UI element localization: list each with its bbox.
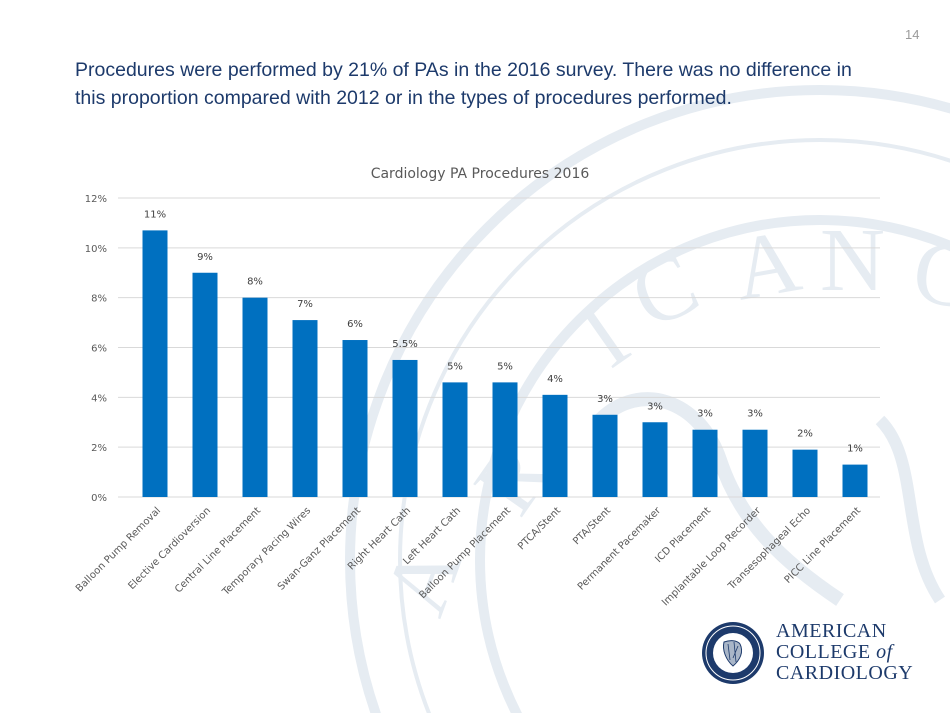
x-category-label: PTCA/Stent [516, 505, 563, 552]
data-labels: 11% 9% 8% 7% 6% 5.5% 5% 5% 4% 3% 3% 3% 3% 2% 1% [144, 209, 863, 454]
acc-logo: AMERICAN COLLEGE of CARDIOLOGY [700, 618, 920, 690]
x-category-label: Balloon Pump Placement [417, 505, 513, 601]
bars [142, 230, 868, 497]
acc-seal-icon [702, 622, 764, 684]
acc-wordmark: AMERICAN COLLEGE of CARDIOLOGY [776, 621, 913, 684]
logo-line2-text: COLLEGE [776, 641, 871, 663]
x-category-label: Balloon Pump Removal [74, 505, 163, 594]
data-label: 2% [797, 429, 813, 440]
bar [742, 429, 768, 497]
x-category-label: Swan-Ganz Placement [276, 505, 363, 592]
bar [592, 414, 618, 497]
data-label: 5.5% [392, 339, 417, 350]
x-category-label: Temporary Pacing Wires [220, 505, 313, 598]
data-label: 5% [447, 361, 463, 372]
bar [542, 394, 568, 497]
y-tick-label: 2% [91, 443, 107, 454]
y-tick-label: 12% [85, 194, 107, 205]
y-tick-label: 0% [91, 493, 107, 504]
logo-line2: COLLEGE of [776, 642, 913, 663]
bar [142, 230, 168, 497]
y-axis: 0% 2% 4% 6% 8% 10% 12% [85, 194, 107, 504]
logo-line2-suffix: of [876, 641, 893, 663]
x-category-label: Elective Cardioversion [126, 505, 213, 592]
bar [342, 340, 368, 497]
slide-number: 14 [905, 27, 920, 42]
data-label: 3% [597, 394, 613, 405]
data-label: 6% [347, 319, 363, 330]
logo-line1: AMERICAN [776, 620, 887, 642]
y-tick-label: 4% [91, 393, 107, 404]
data-label: 5% [497, 361, 513, 372]
bar [292, 320, 318, 497]
data-label: 9% [197, 252, 213, 263]
data-label: 1% [847, 444, 863, 455]
chart-title: Cardiology PA Procedures 2016 [371, 166, 590, 182]
data-label: 8% [247, 277, 263, 288]
bar [792, 449, 818, 497]
bar [192, 272, 218, 497]
x-category-label: Implantable Loop Recorder [660, 505, 764, 609]
bar [242, 297, 268, 497]
bar [442, 382, 468, 497]
bar [692, 429, 718, 497]
y-tick-label: 6% [91, 344, 107, 355]
data-label: 4% [547, 374, 563, 385]
logo-line3: CARDIOLOGY [776, 662, 914, 684]
data-label: 3% [697, 409, 713, 420]
data-label: 7% [297, 299, 313, 310]
bar [492, 382, 518, 497]
x-category-label: PTA/Stent [571, 505, 613, 547]
data-label: 3% [647, 401, 663, 412]
slide-headline: Procedures were performed by 21% of PAs … [75, 59, 852, 109]
y-tick-label: 8% [91, 294, 107, 305]
x-category-label: Central Line Placement [173, 505, 263, 595]
bar [392, 359, 418, 497]
x-category-label: Permanent Pacemaker [576, 505, 664, 593]
x-category-label: Transesophageal Echo [726, 505, 813, 592]
data-label: 3% [747, 409, 763, 420]
bar [842, 464, 868, 497]
bar [642, 422, 668, 497]
y-tick-label: 10% [85, 244, 107, 255]
data-label: 11% [144, 209, 166, 220]
